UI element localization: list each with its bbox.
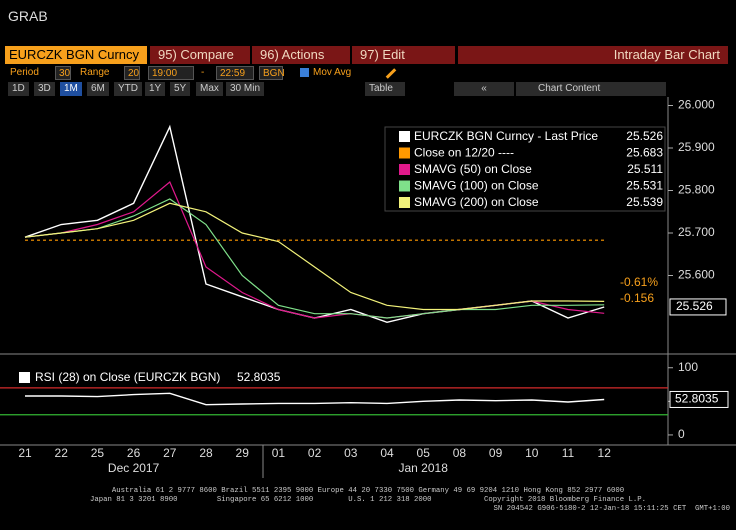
y-tick-label: 25.700 — [678, 225, 715, 239]
y-tick-label: 25.800 — [678, 183, 715, 197]
legend-swatch — [399, 147, 410, 159]
footer-line: SN 204542 G906-5180-2 12-Jan-18 15:11:25… — [493, 505, 730, 513]
legend-swatch — [399, 180, 410, 192]
collapse-button[interactable]: « — [454, 82, 514, 96]
legend-swatch — [399, 164, 410, 175]
legend-value: 25.526 — [626, 129, 663, 143]
series-line — [24, 198, 605, 319]
mov-avg-label: Mov Avg — [313, 67, 352, 78]
x-tick-label: 10 — [525, 446, 539, 460]
legend-label: SMAVG (50) on Close — [414, 162, 532, 176]
dash: - — [201, 67, 205, 78]
legend-value: 25.539 — [626, 195, 663, 209]
window-title: GRAB — [8, 8, 48, 24]
annotation: -0.156 — [620, 291, 654, 305]
range-tab[interactable]: YTD — [114, 82, 142, 96]
footer-line: Australia 61 2 9777 8600 Brazil 5511 239… — [111, 487, 625, 495]
x-tick-label: 25 — [91, 446, 105, 460]
x-tick-label: 02 — [308, 446, 322, 460]
actions-button[interactable]: 96) Actions — [252, 46, 350, 64]
x-tick-label: 01 — [272, 446, 286, 460]
series-line — [24, 181, 605, 319]
legend-label: Close on 12/20 ---- — [414, 146, 514, 160]
security-field[interactable]: EURCZK BGN Curncy — [5, 46, 147, 64]
table-button[interactable]: Table — [365, 82, 405, 96]
legend-label: RSI (28) on Close (EURCZK BGN) — [35, 370, 220, 384]
rsi-tag — [669, 390, 729, 408]
x-tick-label: 27 — [163, 446, 177, 460]
annotation: -0.61% — [620, 275, 658, 289]
y-tick-label: 26.000 — [678, 98, 715, 112]
range-label: Range — [80, 67, 110, 78]
legend-value: 52.8035 — [237, 370, 281, 384]
range-tab[interactable]: 5Y — [170, 82, 191, 96]
x-group-label: Dec 2017 — [108, 461, 160, 475]
range-tab[interactable]: 30 Min — [226, 82, 265, 96]
x-tick-label: 11 — [562, 446, 575, 460]
x-group-label: Jan 2018 — [399, 461, 449, 475]
x-tick-label: 22 — [55, 446, 69, 460]
range-tab[interactable]: 1D — [8, 82, 29, 96]
legend-label: SMAVG (200) on Close — [414, 195, 539, 209]
legend-value: 25.511 — [627, 162, 663, 176]
price-tag — [669, 298, 727, 316]
y-tick-label: 25.900 — [678, 140, 715, 154]
x-tick-label: 09 — [489, 446, 503, 460]
view-button[interactable]: Intraday Bar Chart — [458, 46, 728, 64]
x-tick-label: 21 — [18, 446, 32, 460]
checkbox[interactable] — [300, 68, 309, 77]
legend-value: 25.683 — [626, 146, 663, 160]
edit-button[interactable]: 97) Edit — [352, 46, 455, 64]
legend-label: EURCZK BGN Curncy - Last Price — [414, 129, 598, 143]
range-tab[interactable]: Max — [196, 82, 223, 96]
x-tick-label: 03 — [344, 446, 358, 460]
legend-box — [384, 126, 666, 212]
price-tag-value: 25.526 — [676, 299, 713, 313]
range-tab[interactable]: 6M — [87, 82, 109, 96]
footer-line: Japan 81 3 3201 8900 Singapore 65 6212 1… — [89, 496, 647, 504]
legend-swatch — [19, 372, 30, 383]
pencil-icon[interactable] — [385, 68, 397, 79]
x-tick-label: 29 — [236, 446, 250, 460]
x-tick-label: 12 — [598, 446, 612, 460]
y-tick-label: 0 — [678, 427, 685, 441]
legend-value: 25.531 — [626, 179, 663, 193]
series-line — [24, 202, 605, 311]
legend-swatch — [399, 197, 410, 208]
compare-button[interactable]: 95) Compare — [150, 46, 250, 64]
series-line — [24, 124, 605, 324]
period-input[interactable]: 30 — [55, 66, 71, 80]
range-tab[interactable]: 1M — [60, 82, 82, 96]
rsi-tag-value: 52.8035 — [675, 392, 719, 406]
x-tick-label: 04 — [380, 446, 394, 460]
y-tick-label: 100 — [678, 360, 698, 374]
end-input[interactable]: 22:59 — [216, 66, 254, 80]
source-input[interactable]: BGN — [259, 66, 285, 80]
legend-swatch — [399, 131, 410, 142]
y-tick-label: 25.600 — [678, 268, 715, 282]
range-tab[interactable]: 3D — [34, 82, 55, 96]
y-tick-label: 50 — [678, 394, 692, 408]
x-tick-label: 05 — [417, 446, 431, 460]
legend-label: SMAVG (100) on Close — [414, 179, 539, 193]
range-input[interactable]: 20 — [124, 66, 140, 80]
series-line — [25, 392, 605, 406]
range-tab[interactable]: 1Y — [145, 82, 166, 96]
x-tick-label: 08 — [453, 446, 467, 460]
x-tick-label: 26 — [127, 446, 141, 460]
start-input[interactable]: 19:00 — [148, 66, 194, 80]
chart-content-button[interactable]: Chart Content — [516, 82, 666, 96]
period-label: Period — [10, 67, 39, 78]
x-tick-label: 28 — [199, 446, 213, 460]
